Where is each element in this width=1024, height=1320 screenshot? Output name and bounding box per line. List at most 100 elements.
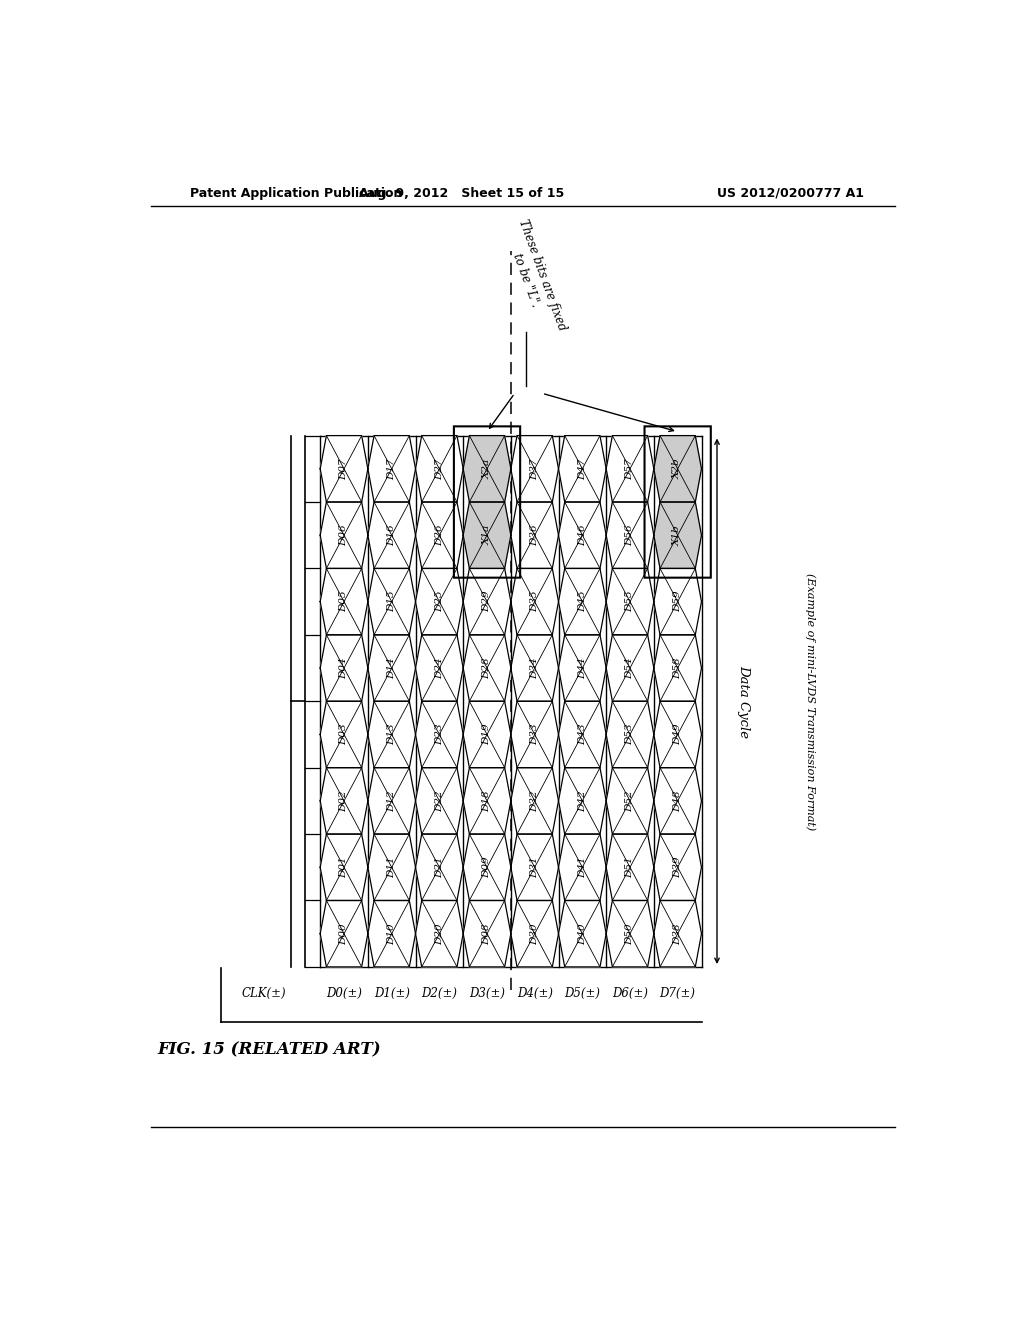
Polygon shape	[416, 569, 463, 635]
Text: D02: D02	[340, 791, 348, 812]
Text: D33: D33	[530, 723, 540, 746]
Text: D43: D43	[578, 723, 587, 746]
Polygon shape	[558, 569, 606, 635]
Text: D25: D25	[435, 591, 443, 612]
Text: D47: D47	[578, 458, 587, 479]
Polygon shape	[606, 834, 654, 900]
Polygon shape	[558, 436, 606, 502]
Text: D49: D49	[673, 723, 682, 746]
Polygon shape	[368, 900, 416, 966]
Text: D05: D05	[340, 591, 348, 612]
Text: D58: D58	[673, 657, 682, 678]
Text: D17: D17	[387, 458, 396, 479]
Polygon shape	[606, 900, 654, 966]
Polygon shape	[511, 436, 558, 502]
Text: D39: D39	[673, 857, 682, 878]
Text: D4(±): D4(±)	[517, 987, 553, 1001]
Polygon shape	[416, 900, 463, 966]
Text: Data Cycle: Data Cycle	[737, 665, 751, 738]
Text: D27: D27	[435, 458, 443, 479]
Text: D31: D31	[530, 857, 540, 878]
Text: X2a: X2a	[482, 459, 492, 479]
Polygon shape	[416, 768, 463, 834]
Text: D7(±): D7(±)	[659, 987, 695, 1001]
Polygon shape	[463, 701, 511, 768]
Polygon shape	[321, 900, 368, 966]
Polygon shape	[606, 768, 654, 834]
Polygon shape	[416, 502, 463, 569]
Polygon shape	[558, 834, 606, 900]
Polygon shape	[558, 502, 606, 569]
Polygon shape	[416, 436, 463, 502]
Polygon shape	[368, 502, 416, 569]
Text: (Example of mini-LVDS Transmission Format): (Example of mini-LVDS Transmission Forma…	[805, 573, 815, 830]
Text: US 2012/0200777 A1: US 2012/0200777 A1	[717, 186, 864, 199]
Text: D55: D55	[626, 591, 635, 612]
Text: D41: D41	[578, 857, 587, 878]
Text: D18: D18	[482, 791, 492, 812]
Text: D48: D48	[673, 791, 682, 812]
Text: D54: D54	[626, 657, 635, 678]
Text: D35: D35	[530, 591, 540, 612]
Polygon shape	[463, 569, 511, 635]
Text: D12: D12	[387, 791, 396, 812]
Polygon shape	[558, 900, 606, 966]
Polygon shape	[463, 502, 511, 569]
Polygon shape	[321, 701, 368, 768]
Polygon shape	[368, 635, 416, 701]
Polygon shape	[558, 701, 606, 768]
Polygon shape	[511, 502, 558, 569]
Text: X1a: X1a	[482, 525, 492, 545]
Polygon shape	[368, 834, 416, 900]
Text: D26: D26	[435, 524, 443, 546]
Text: D22: D22	[435, 791, 443, 812]
Polygon shape	[654, 502, 701, 569]
Polygon shape	[368, 768, 416, 834]
Text: D36: D36	[530, 524, 540, 546]
Polygon shape	[416, 635, 463, 701]
Polygon shape	[321, 834, 368, 900]
Polygon shape	[606, 635, 654, 701]
Polygon shape	[321, 502, 368, 569]
Polygon shape	[463, 900, 511, 966]
Text: D08: D08	[482, 923, 492, 945]
Polygon shape	[654, 635, 701, 701]
Polygon shape	[606, 569, 654, 635]
Text: D34: D34	[530, 657, 540, 678]
Text: D29: D29	[482, 591, 492, 612]
Polygon shape	[558, 768, 606, 834]
Text: D59: D59	[673, 591, 682, 612]
Text: D06: D06	[340, 524, 348, 546]
Polygon shape	[654, 900, 701, 966]
Text: D51: D51	[626, 857, 635, 878]
Text: D53: D53	[626, 723, 635, 746]
Polygon shape	[511, 834, 558, 900]
Polygon shape	[511, 569, 558, 635]
Text: D28: D28	[482, 657, 492, 678]
Text: D32: D32	[530, 791, 540, 812]
Text: D5(±): D5(±)	[564, 987, 600, 1001]
Polygon shape	[654, 701, 701, 768]
Polygon shape	[321, 569, 368, 635]
Polygon shape	[558, 635, 606, 701]
Text: D37: D37	[530, 458, 540, 479]
Polygon shape	[321, 768, 368, 834]
Text: FIG. 15 (RELATED ART): FIG. 15 (RELATED ART)	[158, 1041, 381, 1059]
Text: D10: D10	[387, 923, 396, 945]
Polygon shape	[463, 768, 511, 834]
Polygon shape	[416, 701, 463, 768]
Text: D46: D46	[578, 524, 587, 546]
Polygon shape	[606, 502, 654, 569]
Text: X2b: X2b	[673, 458, 682, 479]
Text: D6(±): D6(±)	[612, 987, 648, 1001]
Text: D07: D07	[340, 458, 348, 479]
Text: D19: D19	[482, 723, 492, 746]
Polygon shape	[416, 834, 463, 900]
Text: D3(±): D3(±)	[469, 987, 505, 1001]
Text: CLK(±): CLK(±)	[242, 987, 286, 1001]
Polygon shape	[321, 635, 368, 701]
Polygon shape	[606, 701, 654, 768]
Text: D24: D24	[435, 657, 443, 678]
Text: D30: D30	[530, 923, 540, 945]
Text: X1b: X1b	[673, 525, 682, 545]
